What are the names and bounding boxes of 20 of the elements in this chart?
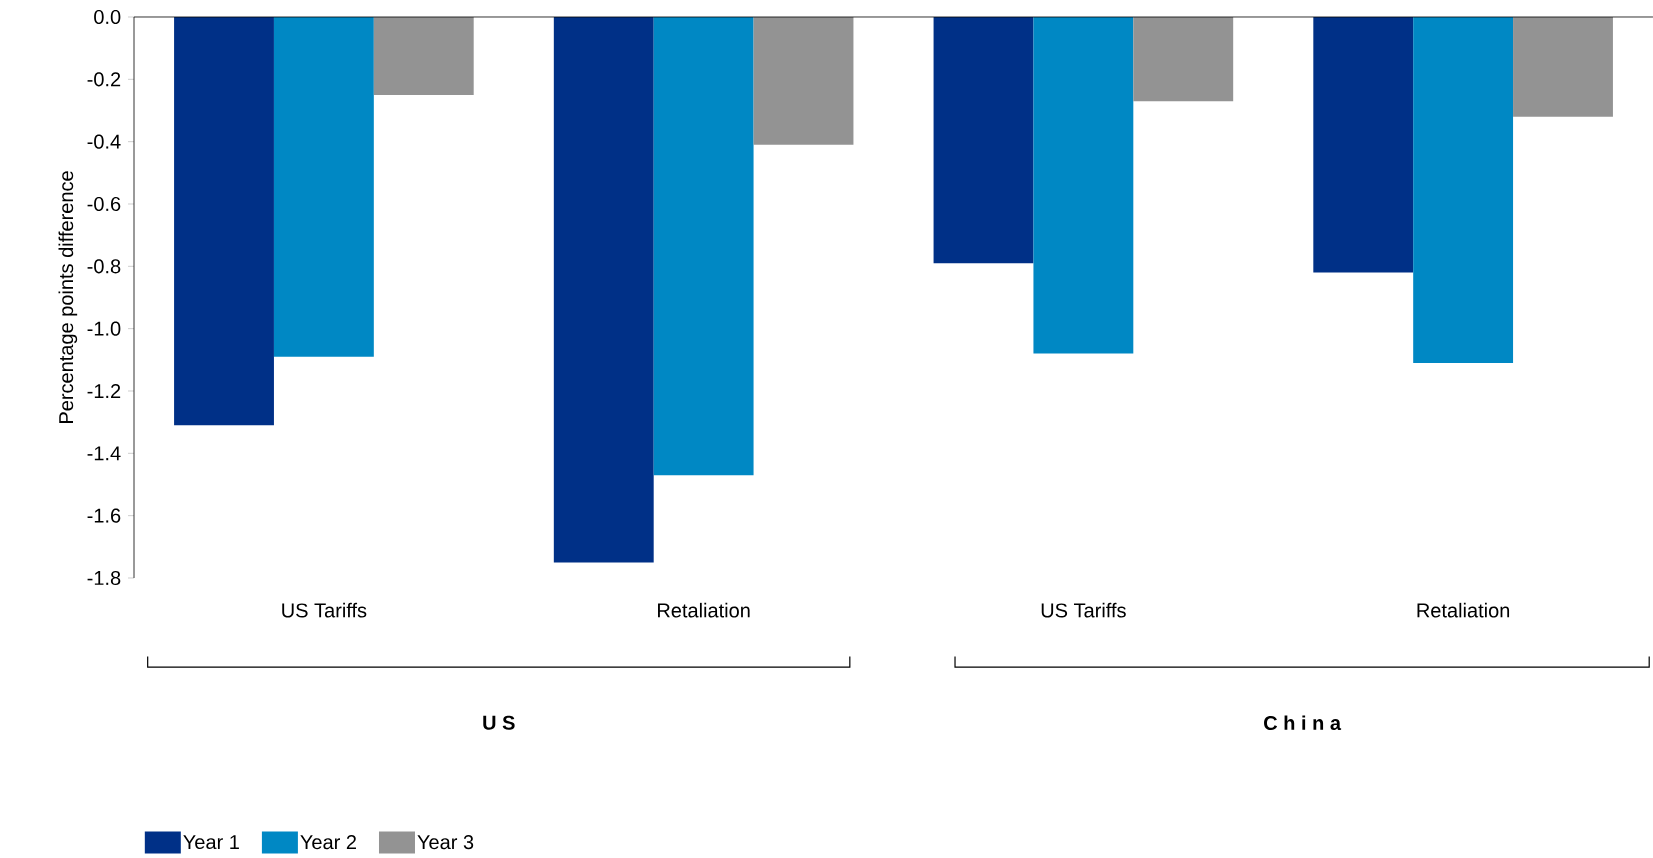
y-axis-title: Percentage points difference [58,171,78,423]
x-tick-label: Retaliation [1417,602,1510,618]
y-tick-label: -0.8 [87,259,121,274]
x-tick-label: US Tariffs [282,602,367,618]
text: C h i n a [1264,715,1342,731]
legend-label: Year 1 [183,835,239,850]
y-tick-label: -0.6 [87,196,121,212]
y-tick-label: -0.2 [87,72,121,87]
y-tick-label: -0.4 [87,134,121,149]
y-tick-label: -1.6 [87,508,121,523]
y-tick-label: -1.8 [87,570,121,586]
y-tick-label: 0.0 [94,9,121,25]
y-tick-label: -1.4 [87,446,121,461]
y-tick-label: -1.0 [87,321,121,336]
text: U S [483,715,515,730]
y-tick-label: -1.2 [87,384,121,398]
legend-label: Year 2 [300,835,356,850]
x-tick-label: Retaliation [658,602,750,618]
legend-label: Year 3 [417,835,474,850]
x-tick-label: US Tariffs [1041,602,1126,618]
